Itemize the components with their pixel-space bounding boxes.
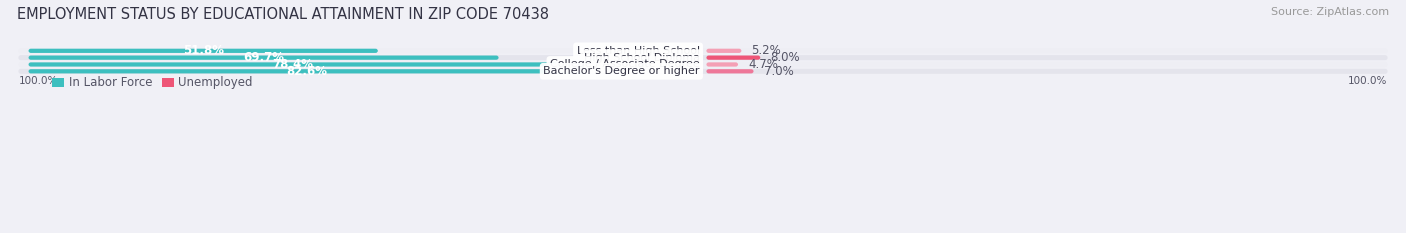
Text: 5.2%: 5.2% [752,44,782,57]
Text: 51.8%: 51.8% [183,44,224,57]
Text: 8.0%: 8.0% [770,51,800,64]
Text: High School Diploma: High School Diploma [583,53,700,63]
Text: 4.7%: 4.7% [748,58,778,71]
Text: Bachelor's Degree or higher: Bachelor's Degree or higher [543,66,700,76]
Text: Source: ZipAtlas.com: Source: ZipAtlas.com [1271,7,1389,17]
FancyBboxPatch shape [18,62,1388,67]
Legend: In Labor Force, Unemployed: In Labor Force, Unemployed [48,72,257,94]
FancyBboxPatch shape [18,55,1388,60]
FancyBboxPatch shape [18,48,1388,53]
FancyBboxPatch shape [706,49,741,53]
FancyBboxPatch shape [706,62,738,67]
Text: Less than High School: Less than High School [576,46,700,56]
Text: 78.4%: 78.4% [273,58,314,71]
Text: 100.0%: 100.0% [18,75,58,86]
Text: EMPLOYMENT STATUS BY EDUCATIONAL ATTAINMENT IN ZIP CODE 70438: EMPLOYMENT STATUS BY EDUCATIONAL ATTAINM… [17,7,548,22]
FancyBboxPatch shape [28,62,557,67]
Text: 7.0%: 7.0% [763,65,793,78]
Text: 100.0%: 100.0% [1348,75,1388,86]
Text: College / Associate Degree: College / Associate Degree [550,59,700,69]
FancyBboxPatch shape [28,49,378,53]
FancyBboxPatch shape [706,69,754,73]
FancyBboxPatch shape [18,69,1388,74]
FancyBboxPatch shape [28,55,499,60]
FancyBboxPatch shape [28,69,586,73]
Text: 82.6%: 82.6% [287,65,328,78]
FancyBboxPatch shape [706,55,761,60]
Text: 69.7%: 69.7% [243,51,284,64]
